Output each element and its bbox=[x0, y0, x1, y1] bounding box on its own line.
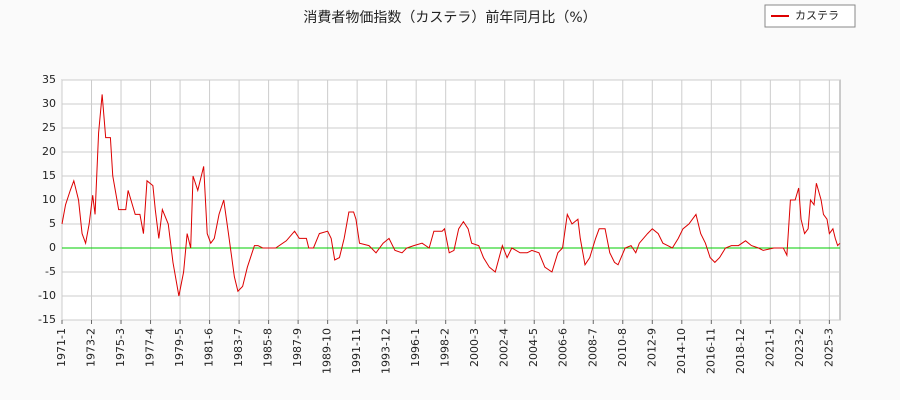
y-tick-label: -10 bbox=[38, 289, 56, 302]
y-tick-label: 0 bbox=[49, 241, 56, 254]
x-tick-label: 1996-1 bbox=[409, 328, 422, 367]
x-tick-label: 2008-7 bbox=[586, 328, 599, 367]
x-tick-label: 1989-10 bbox=[321, 328, 334, 374]
x-tick-label: 1983-7 bbox=[232, 328, 245, 367]
x-tick-label: 2012-9 bbox=[645, 328, 658, 367]
x-tick-label: 1985-8 bbox=[262, 328, 275, 367]
x-tick-label: 2010-8 bbox=[616, 328, 629, 367]
x-tick-label: 1993-12 bbox=[380, 328, 393, 374]
x-tick-label: 2025-3 bbox=[822, 328, 835, 367]
x-tick-label: 1971-1 bbox=[55, 328, 68, 367]
x-tick-label: 2016-11 bbox=[704, 328, 717, 374]
x-tick-label: 2002-4 bbox=[498, 328, 511, 367]
y-tick-label: 25 bbox=[42, 121, 56, 134]
chart-title: 消費者物価指数（カステラ）前年同月比（%） bbox=[303, 9, 596, 26]
x-tick-label: 2004-5 bbox=[527, 328, 540, 367]
x-tick-label: 2018-12 bbox=[734, 328, 747, 374]
legend-box bbox=[764, 4, 856, 28]
x-tick-label: 1987-9 bbox=[291, 328, 304, 367]
legend-label: カステラ bbox=[795, 9, 839, 22]
y-tick-label: 20 bbox=[42, 145, 56, 158]
y-tick-label: -15 bbox=[38, 313, 56, 326]
x-tick-label: 1981-6 bbox=[203, 328, 216, 367]
x-tick-label: 2000-3 bbox=[468, 328, 481, 367]
y-tick-label: 10 bbox=[42, 193, 56, 206]
x-tick-label: 1979-5 bbox=[173, 328, 186, 367]
legend: カステラ bbox=[764, 4, 856, 28]
x-tick-label: 1977-4 bbox=[144, 328, 157, 367]
x-tick-label: 2023-2 bbox=[793, 328, 806, 367]
y-tick-label: 35 bbox=[42, 73, 56, 86]
x-tick-label: 2006-6 bbox=[557, 328, 570, 367]
x-tick-label: 2021-1 bbox=[763, 328, 776, 367]
y-tick-label: 15 bbox=[42, 169, 56, 182]
x-tick-label: 2014-10 bbox=[675, 328, 688, 374]
y-tick-label: 30 bbox=[42, 97, 56, 110]
y-tick-label: -5 bbox=[45, 265, 56, 278]
x-tick-label: 1998-2 bbox=[439, 328, 452, 367]
x-tick-label: 1975-3 bbox=[114, 328, 127, 367]
x-tick-label: 1973-2 bbox=[85, 328, 98, 367]
data-line bbox=[61, 94, 841, 297]
y-tick-label: 5 bbox=[49, 217, 56, 230]
x-tick-label: 1991-11 bbox=[350, 328, 363, 374]
